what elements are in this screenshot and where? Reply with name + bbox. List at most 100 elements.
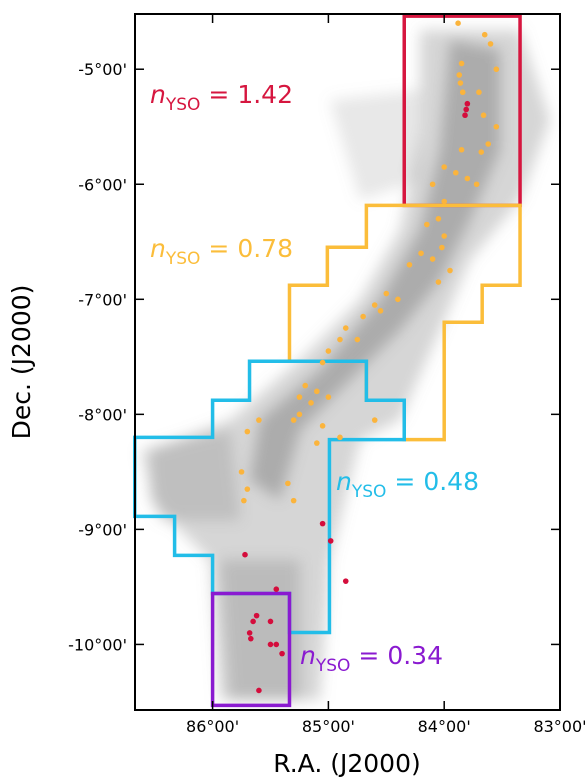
x-tick-label: 85°00' xyxy=(302,717,355,736)
yso-point xyxy=(326,348,332,354)
yso-point xyxy=(476,89,482,95)
yso-point xyxy=(481,112,487,118)
yso-point xyxy=(441,199,447,205)
region-label-part: n xyxy=(150,80,166,109)
yso-point xyxy=(337,337,343,343)
yso-point xyxy=(424,222,430,228)
yso-point xyxy=(383,291,389,297)
yso-point xyxy=(441,233,447,239)
yso-point xyxy=(488,41,494,47)
yso-point xyxy=(308,400,314,406)
region-label-part: YSO xyxy=(315,656,351,676)
yso-point xyxy=(430,256,436,262)
yso-point xyxy=(279,651,285,657)
yso-point xyxy=(242,552,248,558)
yso-point xyxy=(256,417,262,423)
yso-point xyxy=(273,642,279,648)
region-label-part: = 0.78 xyxy=(208,234,293,263)
yso-point xyxy=(297,412,303,418)
yso-point xyxy=(372,302,378,308)
yso-point xyxy=(447,268,453,274)
yso-point xyxy=(418,250,424,256)
x-axis-label: R.A. (J2000) xyxy=(273,749,421,778)
x-tick-label: 86°00' xyxy=(186,717,239,736)
yso-point xyxy=(395,297,401,303)
yso-point xyxy=(494,66,500,72)
yso-point xyxy=(256,688,262,694)
y-tick-label: -9°00' xyxy=(78,520,127,539)
yso-point xyxy=(441,164,447,170)
yso-point xyxy=(355,337,361,343)
yso-point xyxy=(465,101,471,107)
yso-point xyxy=(436,216,442,222)
y-tick-label: -6°00' xyxy=(78,175,127,194)
yso-point xyxy=(245,429,251,435)
yso-point xyxy=(343,325,349,331)
region-label: nYSO = 0.78 xyxy=(150,234,293,269)
yso-point xyxy=(326,394,332,400)
yso-point xyxy=(268,619,274,625)
yso-point xyxy=(378,308,384,314)
region-label-part: YSO xyxy=(165,95,201,115)
yso-point xyxy=(430,181,436,187)
x-tick-label: 84°00' xyxy=(418,717,471,736)
yso-point xyxy=(302,383,308,389)
yso-point xyxy=(239,469,245,475)
yso-point xyxy=(407,262,413,268)
yso-point xyxy=(459,147,465,153)
region-label-part: = 1.42 xyxy=(208,80,293,109)
region-label-part: n xyxy=(300,641,316,670)
region-label-part: n xyxy=(150,234,166,263)
yso-point xyxy=(463,107,469,113)
yso-point xyxy=(273,586,279,592)
yso-point xyxy=(241,498,247,504)
x-tick-label: 83°00' xyxy=(533,717,586,736)
yso-point xyxy=(460,89,466,95)
yso-point xyxy=(254,613,260,619)
yso-point xyxy=(494,124,500,130)
yso-point xyxy=(328,538,334,544)
yso-point xyxy=(314,440,320,446)
yso-point xyxy=(439,245,445,251)
yso-point xyxy=(291,498,297,504)
yso-point xyxy=(372,417,378,423)
yso-point xyxy=(485,141,491,147)
region-label-part: n xyxy=(336,467,352,496)
yso-point xyxy=(245,486,251,492)
region-label-part: YSO xyxy=(351,482,387,502)
yso-point xyxy=(248,636,254,642)
yso-point xyxy=(474,181,480,187)
yso-point xyxy=(453,170,459,176)
yso-point xyxy=(455,20,461,26)
region-label-part: = 0.48 xyxy=(394,467,479,496)
yso-point xyxy=(285,481,291,487)
y-tick-label: -8°00' xyxy=(78,405,127,424)
y-tick-label: -5°00' xyxy=(78,60,127,79)
region-label: nYSO = 1.42 xyxy=(150,80,293,115)
yso-point xyxy=(314,389,320,395)
region-label: nYSO = 0.48 xyxy=(336,467,479,502)
yso-point xyxy=(297,394,303,400)
region-label-part: = 0.34 xyxy=(358,641,443,670)
y-axis-label: Dec. (J2000) xyxy=(7,285,36,440)
region-label-part: YSO xyxy=(165,249,201,269)
yso-point xyxy=(337,435,343,441)
yso-point xyxy=(458,80,464,86)
y-tick-label: -10°00' xyxy=(68,635,127,654)
yso-point xyxy=(459,61,465,67)
yso-point xyxy=(482,32,488,38)
yso-point xyxy=(462,112,468,118)
yso-point xyxy=(320,360,326,366)
yso-point xyxy=(320,423,326,429)
y-tick-label: -7°00' xyxy=(78,290,127,309)
yso-point xyxy=(360,314,366,320)
yso-point xyxy=(478,149,484,155)
yso-point xyxy=(343,578,349,584)
chart: R.A. (J2000) Dec. (J2000) nYSO= 1.42nYSO… xyxy=(0,0,588,783)
cloud-image xyxy=(140,30,550,700)
yso-point xyxy=(268,642,274,648)
yso-point xyxy=(250,619,256,625)
yso-point xyxy=(456,72,462,78)
yso-point xyxy=(465,176,471,182)
yso-point xyxy=(291,417,297,423)
